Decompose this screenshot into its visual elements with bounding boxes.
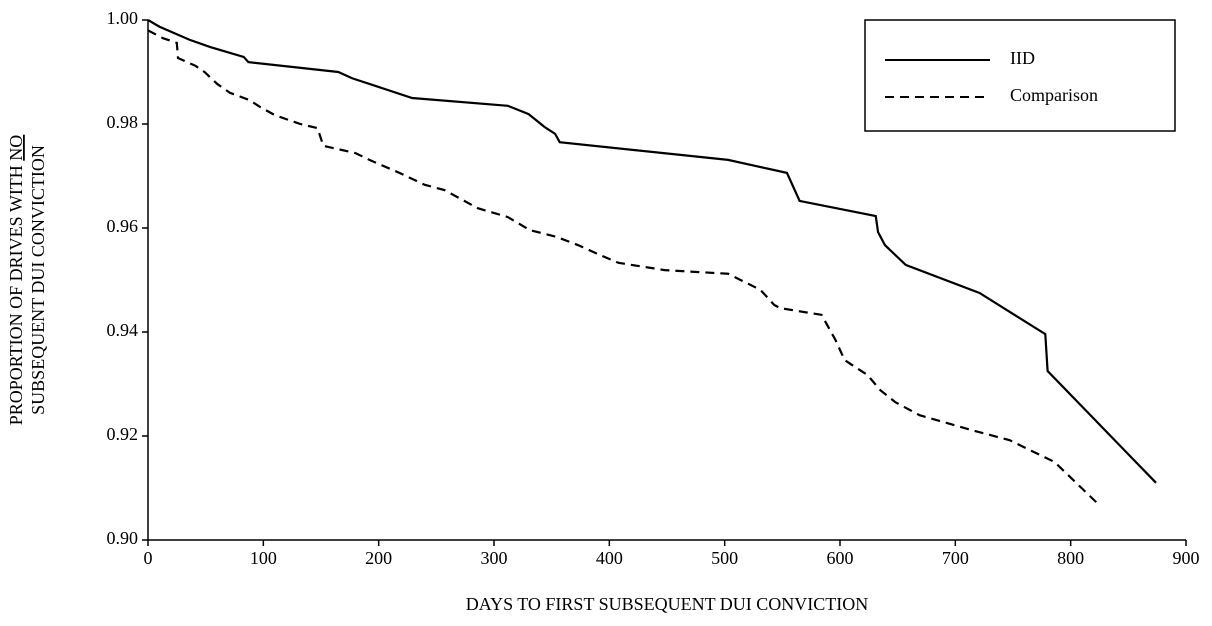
y-axis-label: PROPORTION OF DRIVES WITH NO SUBSEQUENT … [6,135,48,426]
x-tick-label: 500 [711,548,738,568]
x-tick-label: 200 [365,548,392,568]
y-axis-label-line: PROPORTION OF DRIVES WITH NO [6,135,26,426]
x-tick-label: 700 [942,548,969,568]
x-tick-label: 400 [596,548,623,568]
series-line [147,19,1157,484]
x-tick-label: 900 [1173,548,1200,568]
legend-label: Comparison [1010,85,1098,105]
legend-label: IID [1010,48,1035,68]
y-tick-label: 0.96 [107,216,139,236]
x-tick-label: 0 [144,548,153,568]
x-axis-label: DAYS TO FIRST SUBSEQUENT DUI CONVICTION [466,594,869,614]
legend-box [864,19,1176,132]
y-tick-label: 1.00 [107,8,139,28]
y-tick-label: 0.90 [107,528,139,548]
y-tick-label: 0.98 [107,112,139,132]
x-tick-label: 300 [481,548,508,568]
x-tick-label: 100 [250,548,277,568]
y-tick-label: 0.92 [107,424,139,444]
x-tick-label: 800 [1057,548,1084,568]
x-tick-label: 600 [827,548,854,568]
series-line [147,29,1098,504]
y-axis-label-text: PROPORTION OF DRIVES WITH [6,165,26,425]
y-axis-label-emphasis: NO [6,135,26,161]
y-axis-label-line: SUBSEQUENT DUI CONVICTION [28,145,48,415]
y-tick-label: 0.94 [107,320,139,340]
